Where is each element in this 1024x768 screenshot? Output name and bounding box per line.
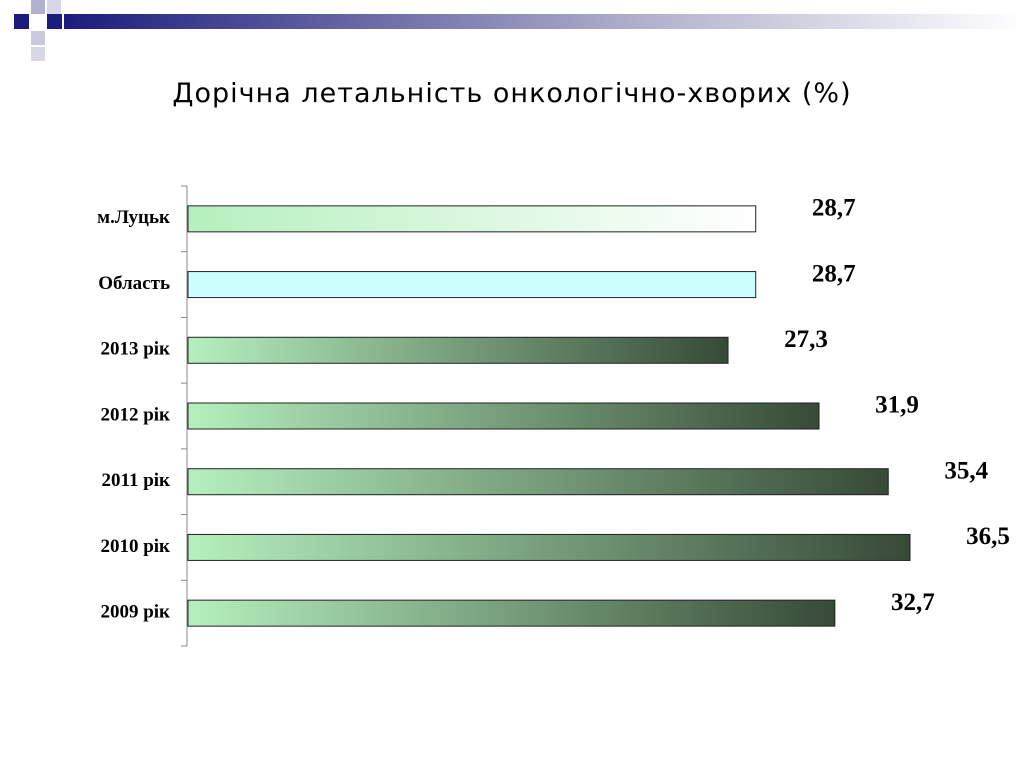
y-tick-label: 2010 рік bbox=[100, 536, 170, 557]
chart-title: Дорічна летальність онкологічно-хворих (… bbox=[172, 78, 851, 109]
bar bbox=[187, 205, 757, 233]
bar bbox=[187, 402, 820, 430]
plot: м.Луцьк 28,7 Область 28,7 2013 рік 27,3 2012 р… bbox=[97, 185, 1010, 647]
decoration bbox=[14, 0, 1024, 61]
y-tick-label: 2011 рік bbox=[102, 470, 171, 491]
y-tick-label: 2012 рік bbox=[100, 404, 170, 425]
bar bbox=[187, 271, 757, 299]
bar bbox=[187, 599, 836, 627]
data-label: 36,5 bbox=[966, 523, 1010, 550]
bar bbox=[187, 336, 729, 364]
y-tick-label: 2013 рік bbox=[100, 339, 170, 360]
data-label: 32,7 bbox=[891, 589, 935, 616]
y-tick-label: Область bbox=[98, 273, 170, 294]
data-label: 27,3 bbox=[784, 326, 828, 353]
data-label: 35,4 bbox=[944, 457, 988, 484]
bar bbox=[187, 533, 911, 561]
bar bbox=[187, 468, 889, 496]
data-label: 31,9 bbox=[875, 392, 919, 419]
data-label: 28,7 bbox=[812, 195, 856, 222]
data-label: 28,7 bbox=[812, 260, 856, 287]
y-tick-label: м.Луцьк bbox=[97, 207, 170, 228]
y-tick-label: 2009 рік bbox=[100, 602, 170, 623]
